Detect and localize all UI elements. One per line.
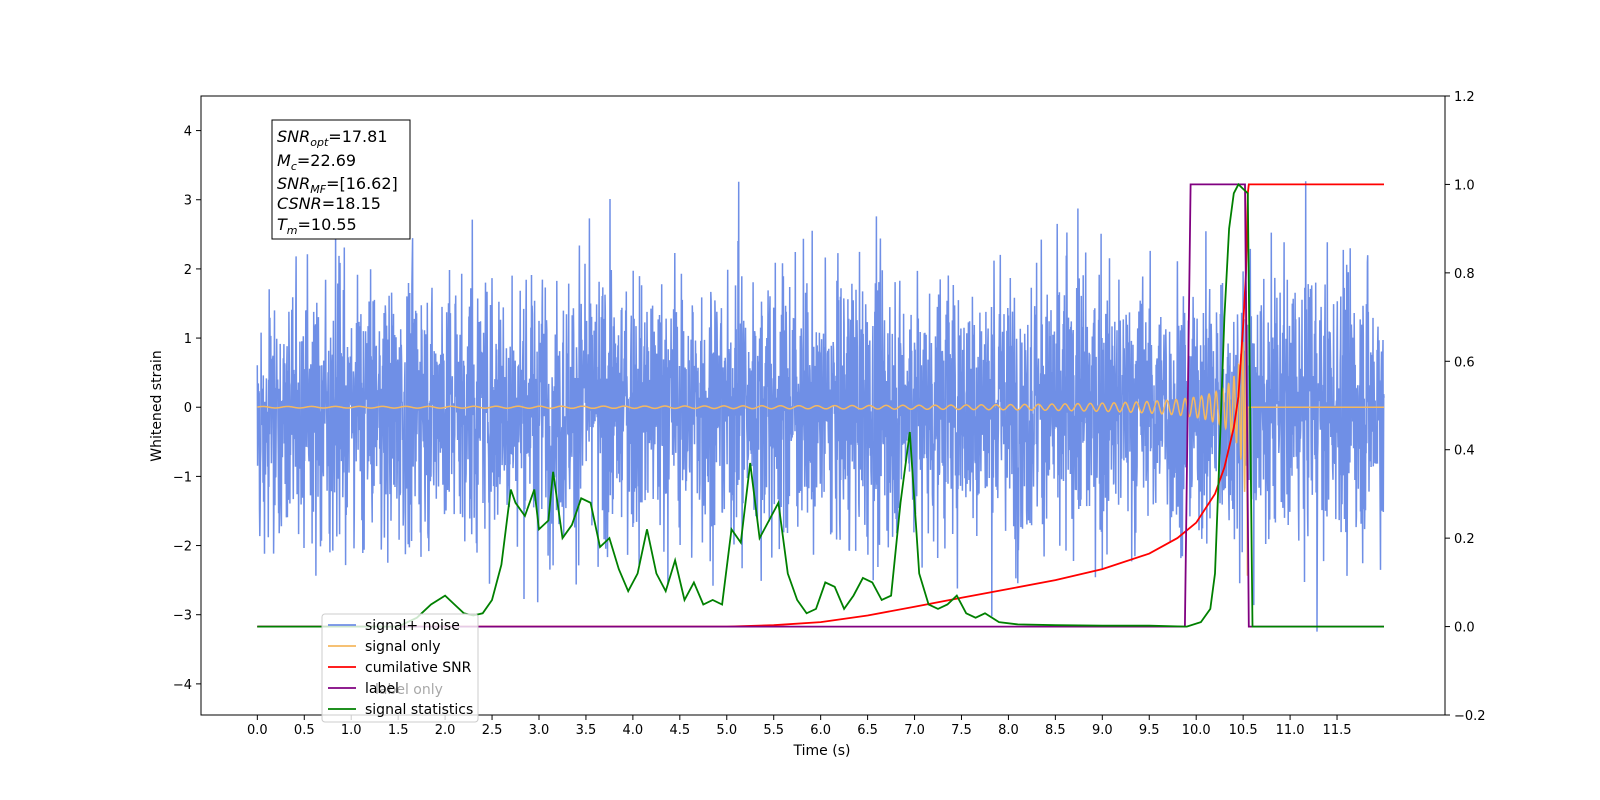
x-tick-label: 0.5 bbox=[294, 723, 315, 738]
y2-tick-label: 0.0 bbox=[1454, 621, 1475, 636]
y2-tick-label: 0.6 bbox=[1454, 355, 1475, 370]
x-tick-label: 3.5 bbox=[576, 723, 597, 738]
x-tick-label: 3.0 bbox=[529, 723, 550, 738]
series-layer bbox=[256, 181, 1385, 632]
x-tick-label: 1.5 bbox=[388, 723, 409, 738]
y-tick-label: −2 bbox=[173, 540, 192, 555]
legend: signal+ noise signal only cumilative SNR… bbox=[321, 613, 479, 723]
y-tick-label: −3 bbox=[173, 609, 192, 624]
x-tick-label: 11.0 bbox=[1276, 723, 1305, 738]
y2-tick-label: 1.2 bbox=[1454, 90, 1475, 105]
x-axis-label: Time (s) bbox=[793, 743, 851, 759]
legend-item-signal-noise: signal+ noise bbox=[328, 618, 460, 634]
x-tick-label: 10.0 bbox=[1182, 723, 1211, 738]
x-tick-label: 9.5 bbox=[1139, 723, 1160, 738]
series-signal-noise bbox=[256, 181, 1385, 632]
x-tick-label: 6.5 bbox=[857, 723, 878, 738]
x-tick-label: 2.5 bbox=[482, 723, 503, 738]
x-tick-label: 7.0 bbox=[904, 723, 925, 738]
x-tick-label: 6.0 bbox=[810, 723, 831, 738]
y-tick-label: 4 bbox=[184, 125, 192, 140]
y2-tick-label: −0.2 bbox=[1454, 709, 1486, 724]
x-tick-label: 5.0 bbox=[716, 723, 737, 738]
legend-label-signal-noise: signal+ noise bbox=[365, 618, 460, 634]
y-tick-label: 0 bbox=[184, 401, 192, 416]
y2-tick-label: 0.8 bbox=[1454, 267, 1475, 282]
info-csnr: CSNR=18.15 bbox=[277, 194, 381, 213]
x-tick-label: 5.5 bbox=[763, 723, 784, 738]
legend-item-cumulative-snr: cumilative SNR bbox=[328, 660, 472, 676]
y-axis-ticks: −4 −3 −2 −1 0 1 2 3 4 bbox=[173, 125, 201, 693]
legend-label-signal-only: signal only bbox=[365, 639, 440, 655]
legend-label-signal-statistics: signal statistics bbox=[365, 702, 473, 718]
y-tick-label: 1 bbox=[184, 332, 192, 347]
y2-tick-label: 0.4 bbox=[1454, 444, 1475, 459]
y-tick-label: −4 bbox=[173, 678, 192, 693]
x-tick-label: 9.0 bbox=[1092, 723, 1113, 738]
legend-item-signal-statistics: signal statistics bbox=[328, 702, 473, 718]
y2-tick-label: 1.0 bbox=[1454, 178, 1475, 193]
y-axis-label: Whitened strain bbox=[149, 350, 165, 461]
info-box-frame bbox=[271, 119, 411, 240]
x-tick-label: 0.0 bbox=[247, 723, 268, 738]
info-mc: Mc=22.69 bbox=[277, 151, 356, 173]
axes-frame bbox=[200, 95, 1446, 716]
y-tick-label: 3 bbox=[184, 194, 192, 209]
y-tick-label: 2 bbox=[184, 263, 192, 278]
info-box: SNRopt=17.81 Mc=22.69 SNRMF=[16.62] CSNR… bbox=[271, 119, 411, 240]
legend-label-cumulative-snr: cumilative SNR bbox=[365, 660, 472, 676]
x-tick-label: 1.0 bbox=[341, 723, 362, 738]
y2-axis-ticks: −0.2 0.0 0.2 0.4 0.6 0.8 1.0 1.2 bbox=[1445, 90, 1486, 724]
legend-item-label: label label only bbox=[328, 681, 443, 698]
x-tick-label: 4.0 bbox=[623, 723, 644, 738]
x-tick-label: 8.5 bbox=[1045, 723, 1066, 738]
series-signal-only bbox=[257, 290, 1384, 576]
legend-frame bbox=[321, 613, 479, 723]
info-snr-opt: SNRopt=17.81 bbox=[277, 127, 388, 149]
legend-label-label-only: label only bbox=[375, 682, 443, 698]
x-tick-label: 7.5 bbox=[951, 723, 972, 738]
legend-item-signal-only: signal only bbox=[328, 639, 440, 655]
y2-tick-label: 0.2 bbox=[1454, 532, 1475, 547]
info-snr-mf: SNRMF=[16.62] bbox=[277, 174, 398, 196]
x-tick-label: 11.5 bbox=[1323, 723, 1352, 738]
x-tick-label: 2.0 bbox=[435, 723, 456, 738]
x-axis-ticks: 0.0 0.5 1.0 1.5 2.0 2.5 3.0 3.5 4.0 4.5 5.0 5.5 6.0 6… bbox=[247, 715, 1352, 738]
info-tm: Tm=10.55 bbox=[277, 215, 357, 237]
legend-label-label: label bbox=[365, 681, 399, 697]
series-signal-statistics bbox=[257, 182, 1384, 628]
x-tick-label: 4.5 bbox=[669, 723, 690, 738]
x-tick-label: 10.5 bbox=[1229, 723, 1258, 738]
x-tick-label: 8.0 bbox=[998, 723, 1019, 738]
y-tick-label: −1 bbox=[173, 470, 192, 485]
